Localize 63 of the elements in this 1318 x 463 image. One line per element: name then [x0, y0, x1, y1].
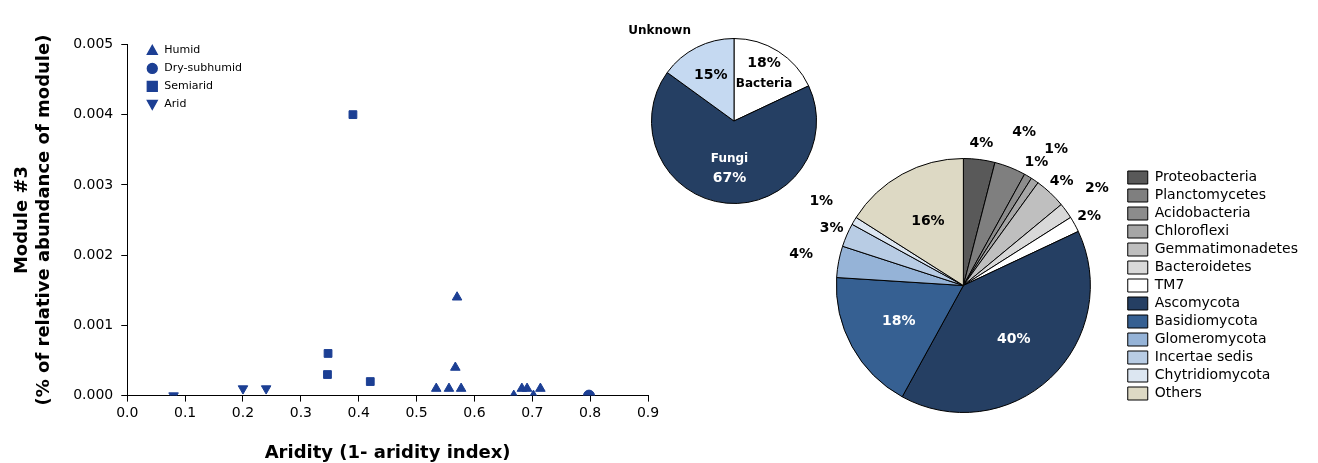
y-axis-title: Module #3 (% of relative abundance of module): [10, 34, 54, 406]
legend-label: Glomeromycota: [1154, 330, 1267, 347]
legend-label: Acidobacteria: [1154, 204, 1251, 221]
x-tick-label: 0.3: [289, 403, 312, 420]
x-tick-label: 0.4: [347, 403, 370, 420]
x-tick-label: 0.1: [174, 403, 197, 420]
y-tick-label: 0.004: [73, 105, 114, 122]
x-tick-label: 0.2: [231, 403, 255, 420]
legend-label: TM7: [1153, 276, 1185, 293]
slice-label: Unknown: [628, 22, 691, 37]
point: [535, 382, 546, 392]
data-label: 2%: [1085, 179, 1109, 196]
legend-label: Dry-subhumid: [164, 61, 242, 75]
data-label: 15%: [694, 66, 728, 83]
data-label: 18%: [882, 311, 916, 328]
legend-label: Bacteroidetes: [1154, 258, 1252, 275]
slice-label: Fungi: [710, 150, 749, 165]
legend-label: Planctomycetes: [1154, 186, 1266, 203]
legend-label: Incertae sedis: [1154, 348, 1253, 365]
data-label: 40%: [997, 329, 1031, 346]
x-tick-label: 0.8: [579, 403, 602, 420]
slice-label: Bacteria: [735, 75, 793, 90]
x-axis-title: Aridity (1- aridity index): [264, 440, 511, 462]
legend-label: Ascomycota: [1154, 294, 1241, 311]
point: [430, 382, 442, 392]
point: [348, 110, 358, 120]
data-label: 4%: [789, 245, 814, 262]
data-label: 16%: [911, 211, 945, 228]
data-label: 4%: [1012, 122, 1037, 139]
x-tick-label: 0.9: [636, 403, 660, 420]
point: [521, 382, 533, 392]
point: [450, 361, 461, 371]
data-label: 4%: [969, 133, 994, 150]
legend-label: Humid: [164, 43, 201, 57]
y-tick-label: 0.001: [73, 316, 114, 332]
legend-label: Proteobacteria: [1154, 168, 1258, 185]
point: [451, 291, 463, 301]
legend-label: Others: [1154, 384, 1202, 401]
x-tick-label: 0.6: [463, 403, 486, 420]
point: [455, 382, 467, 392]
point: [365, 377, 375, 386]
data-label: 2%: [1077, 207, 1102, 223]
legend-label: Chytridiomycota: [1154, 366, 1271, 383]
x-tick-label: 0.0: [116, 403, 139, 420]
x-tick-label: 0.5: [405, 403, 428, 420]
data-label: 18%: [747, 54, 781, 71]
legend-label: Semiarid: [164, 79, 214, 93]
point: [323, 370, 332, 379]
point: [443, 382, 455, 392]
data-label: 1%: [809, 192, 834, 209]
y-tick-label: 0.000: [73, 386, 114, 403]
y-tick-label: 0.002: [73, 245, 114, 262]
y-tick-label: 0.005: [73, 35, 114, 52]
x-tick-label: 0.7: [521, 403, 544, 420]
legend-label: Arid: [164, 97, 187, 111]
data-label: 4%: [1049, 171, 1074, 188]
y-tick-label: 0.003: [73, 175, 114, 192]
legend-label: Gemmatimonadetes: [1154, 240, 1298, 257]
data-label: 67%: [712, 169, 747, 186]
point: [323, 349, 333, 358]
legend-label: Basidiomycota: [1154, 312, 1258, 329]
data-label: 3%: [819, 219, 844, 236]
legend-label: Chloroflexi: [1154, 222, 1230, 239]
